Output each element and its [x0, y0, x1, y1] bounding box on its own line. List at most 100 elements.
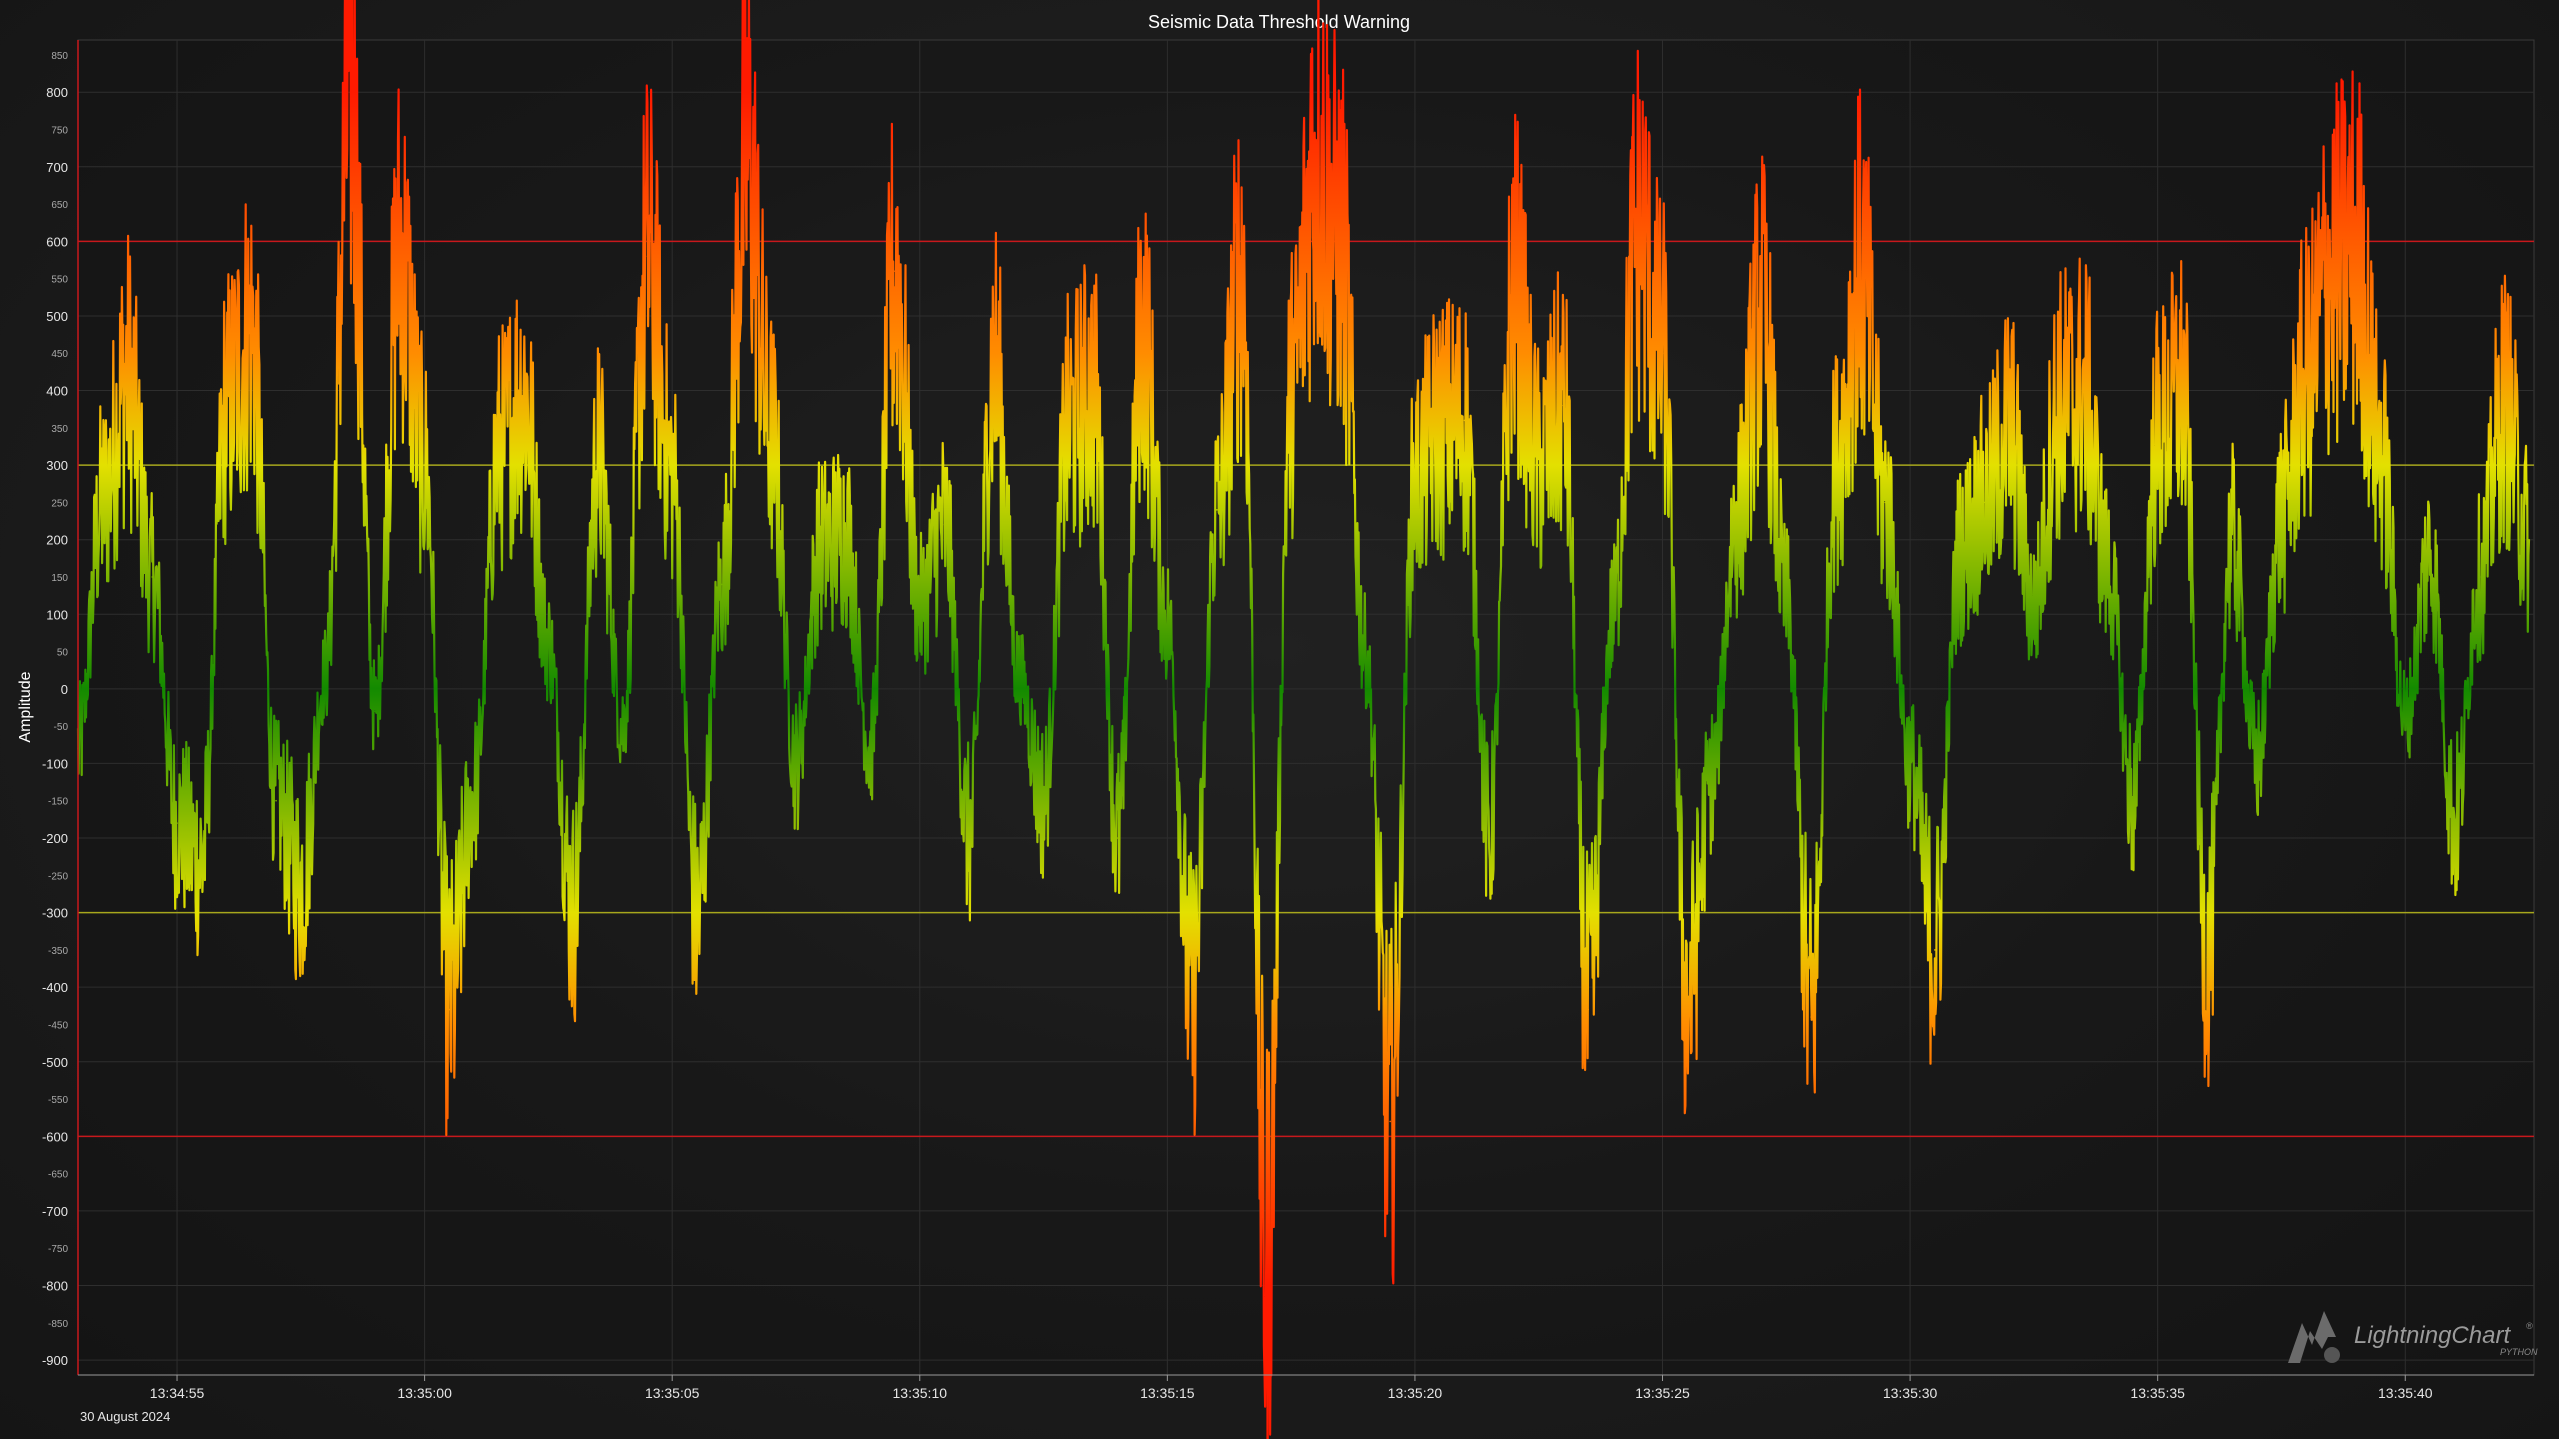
data-point — [943, 523, 946, 526]
y-tick-label-minor: 850 — [51, 51, 68, 62]
data-point — [1042, 799, 1045, 802]
data-point — [1983, 501, 1986, 504]
data-point — [1389, 1120, 1391, 1123]
data-point — [1339, 240, 1342, 243]
y-axis-ticks: 800 700 600 500 400 300 200 100 0 -100 -200 -300 -40… — [42, 51, 68, 1368]
data-point — [1587, 1008, 1590, 1011]
y-tick-label-minor: 550 — [51, 275, 68, 286]
series-layer — [76, 0, 2531, 1439]
data-point — [1067, 427, 1070, 429]
y-tick-label: -600 — [42, 1129, 68, 1144]
data-point — [2156, 434, 2159, 437]
data-point — [1785, 598, 1788, 601]
y-tick-label: 700 — [46, 160, 68, 175]
data-point — [151, 576, 154, 578]
grid-lines — [78, 40, 2534, 1375]
data-point — [2206, 956, 2208, 959]
y-tick-label-minor: 350 — [51, 424, 68, 435]
y-tick-label: 0 — [61, 682, 68, 697]
data-point — [200, 859, 203, 862]
y-tick-label: 500 — [46, 309, 68, 324]
data-point — [1735, 516, 1738, 519]
y-tick-label-minor: -650 — [48, 1170, 68, 1181]
data-point — [2330, 270, 2332, 273]
y-tick-label-minor: 250 — [51, 498, 68, 509]
data-point — [1315, 151, 1317, 153]
logo-text: LightningChart — [2354, 1322, 2511, 1349]
seismic-series-line — [76, 0, 2531, 1439]
data-point — [1463, 419, 1466, 422]
data-point — [1636, 225, 1639, 228]
y-tick-label: 800 — [46, 85, 68, 100]
data-point — [720, 583, 723, 586]
data-point — [448, 1008, 451, 1011]
y-tick-label: -300 — [42, 906, 68, 921]
y-tick-label: -500 — [42, 1055, 68, 1070]
data-point — [349, 91, 352, 94]
x-tick-label: 13:35:20 — [1388, 1385, 1443, 1401]
y-tick-label-minor: -550 — [48, 1095, 68, 1106]
data-point — [2478, 576, 2481, 578]
y-tick-label-minor: -250 — [48, 871, 68, 882]
data-point — [498, 449, 500, 451]
data-point — [1859, 270, 1862, 273]
x-tick-label: 13:34:55 — [150, 1385, 205, 1401]
y-tick-label-minor: 50 — [57, 648, 69, 659]
data-point — [2453, 822, 2456, 824]
data-point — [399, 248, 401, 250]
y-tick-label-minor: -50 — [54, 722, 69, 733]
x-tick-label: 13:35:25 — [1635, 1385, 1690, 1401]
data-point — [2082, 389, 2085, 392]
data-point — [2404, 717, 2407, 720]
y-tick-label-minor: 750 — [51, 125, 68, 136]
data-point — [819, 546, 822, 548]
data-point — [1810, 1016, 1812, 1018]
data-point — [1488, 837, 1491, 839]
data-point — [968, 837, 971, 839]
y-tick-label: -200 — [42, 831, 68, 846]
x-axis-date-label: 30 August 2024 — [80, 1409, 170, 1424]
data-point — [1092, 389, 1094, 392]
data-point — [1909, 762, 1911, 765]
data-point — [126, 374, 129, 377]
y-axis-title: Amplitude — [17, 671, 34, 742]
data-point — [2057, 404, 2060, 407]
data-point — [2255, 762, 2258, 765]
data-point — [770, 434, 773, 437]
data-point — [1884, 501, 1887, 504]
data-point — [324, 673, 327, 675]
data-point — [1711, 777, 1713, 780]
data-point — [1191, 1001, 1193, 1003]
data-point — [993, 359, 995, 362]
data-point — [696, 919, 698, 921]
data-point — [597, 456, 599, 459]
data-point — [300, 881, 302, 884]
data-point — [918, 606, 921, 608]
data-point — [1537, 464, 1540, 466]
data-point — [2280, 516, 2283, 519]
x-tick-label: 13:35:30 — [1883, 1385, 1938, 1401]
data-point — [1265, 1269, 1268, 1272]
data-point — [225, 404, 228, 407]
data-point — [1290, 389, 1292, 392]
data-point — [2033, 606, 2035, 608]
y-tick-label-minor: -450 — [48, 1020, 68, 1031]
logo-registered: ® — [2526, 1321, 2533, 1331]
data-point — [2429, 553, 2431, 556]
y-tick-label-minor: -150 — [48, 797, 68, 808]
data-point — [1513, 285, 1515, 287]
data-point — [621, 725, 624, 727]
x-tick-label: 13:35:00 — [397, 1385, 452, 1401]
data-point — [176, 822, 178, 824]
data-point — [522, 389, 525, 392]
data-point — [2181, 389, 2184, 392]
x-tick-label: 13:35:15 — [1140, 1385, 1195, 1401]
y-tick-label-minor: -350 — [48, 946, 68, 957]
y-tick-label: -900 — [42, 1353, 68, 1368]
data-point — [1240, 270, 1243, 273]
y-tick-label: -400 — [42, 980, 68, 995]
y-tick-label: 600 — [46, 234, 68, 249]
data-point — [2008, 427, 2010, 429]
